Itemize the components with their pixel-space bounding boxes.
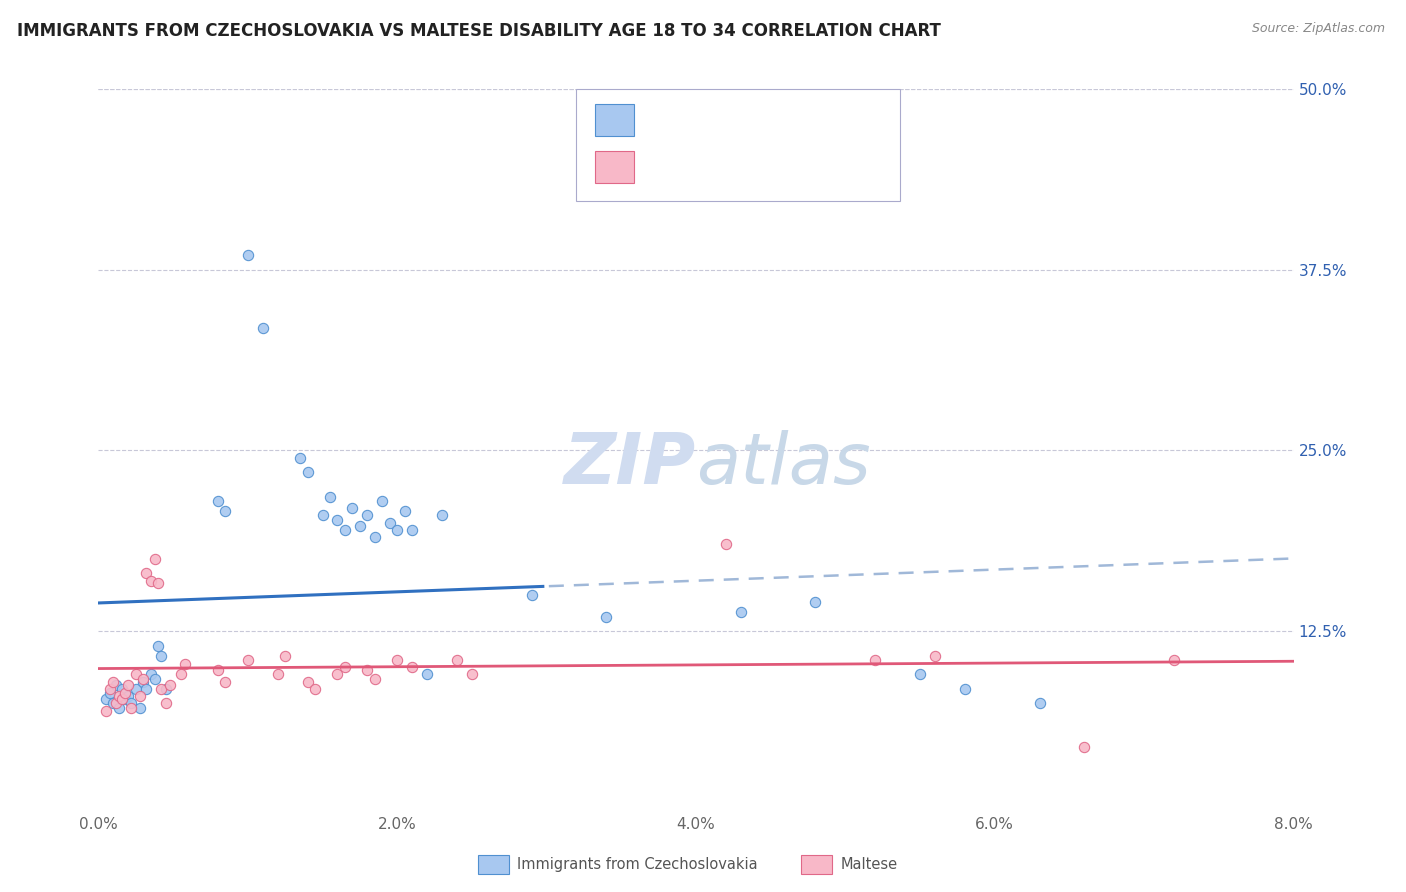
Point <box>105 696 128 710</box>
Point <box>446 653 468 667</box>
Point <box>120 700 142 714</box>
Point <box>924 648 946 663</box>
Point <box>148 639 170 653</box>
Point <box>865 653 887 667</box>
Point <box>114 692 136 706</box>
Point <box>364 530 387 544</box>
Point <box>105 677 128 691</box>
Point <box>135 681 157 696</box>
Point <box>103 674 125 689</box>
Point <box>98 686 122 700</box>
Point <box>94 692 117 706</box>
Point <box>155 696 177 710</box>
Point <box>333 523 356 537</box>
Point <box>111 692 134 706</box>
Point <box>169 667 191 681</box>
Point <box>120 696 142 710</box>
Point <box>207 494 229 508</box>
Point <box>416 667 439 681</box>
Point <box>371 494 394 508</box>
Point <box>342 501 364 516</box>
Point <box>132 674 155 689</box>
Point <box>595 609 617 624</box>
Text: R =  0.313   N = 46: R = 0.313 N = 46 <box>640 104 813 120</box>
Point <box>401 660 423 674</box>
Point <box>953 681 976 696</box>
Point <box>356 663 378 677</box>
Text: Immigrants from Czechoslovakia: Immigrants from Czechoslovakia <box>517 857 758 871</box>
Text: atlas: atlas <box>696 431 870 500</box>
Point <box>252 320 274 334</box>
Point <box>326 513 349 527</box>
Point <box>520 588 543 602</box>
Point <box>714 537 737 551</box>
Point <box>207 663 229 677</box>
Point <box>148 576 170 591</box>
Point <box>117 677 139 691</box>
Point <box>394 504 416 518</box>
Point <box>1163 653 1185 667</box>
Text: ZIP: ZIP <box>564 431 696 500</box>
Point <box>274 648 297 663</box>
Point <box>356 508 378 523</box>
Point <box>804 595 827 609</box>
Point <box>730 605 752 619</box>
Point <box>333 660 356 674</box>
Point <box>1073 739 1095 754</box>
Point <box>297 465 319 479</box>
Point <box>150 648 173 663</box>
Point <box>236 248 259 262</box>
Point <box>364 672 387 686</box>
Point <box>174 657 197 672</box>
Point <box>385 523 409 537</box>
Point <box>103 696 125 710</box>
Point <box>129 700 152 714</box>
Point <box>143 672 166 686</box>
Text: R = -0.063   N = 41: R = -0.063 N = 41 <box>640 151 813 166</box>
Point <box>159 677 181 691</box>
Point <box>908 667 931 681</box>
Point <box>378 516 401 530</box>
Point <box>125 667 148 681</box>
Point <box>311 508 333 523</box>
Text: Source: ZipAtlas.com: Source: ZipAtlas.com <box>1251 22 1385 36</box>
Point <box>117 689 139 703</box>
Point <box>401 523 423 537</box>
Point <box>155 681 177 696</box>
Point <box>114 686 136 700</box>
Point <box>125 681 148 696</box>
Point <box>349 518 371 533</box>
Text: Maltese: Maltese <box>841 857 898 871</box>
Point <box>326 667 349 681</box>
Point <box>461 667 484 681</box>
Point <box>430 508 453 523</box>
Point <box>319 490 342 504</box>
Point <box>132 672 155 686</box>
Point <box>98 681 122 696</box>
Point <box>304 681 326 696</box>
Point <box>139 667 162 681</box>
Point <box>214 504 236 518</box>
Point <box>129 689 152 703</box>
Point <box>267 667 290 681</box>
Point <box>297 674 319 689</box>
Point <box>385 653 409 667</box>
Point <box>288 450 311 465</box>
Point <box>111 681 134 696</box>
Point <box>214 674 236 689</box>
Point <box>150 681 173 696</box>
Point <box>236 653 259 667</box>
Point <box>135 566 157 581</box>
Point <box>108 700 131 714</box>
Point <box>1028 696 1050 710</box>
Text: IMMIGRANTS FROM CZECHOSLOVAKIA VS MALTESE DISABILITY AGE 18 TO 34 CORRELATION CH: IMMIGRANTS FROM CZECHOSLOVAKIA VS MALTES… <box>17 22 941 40</box>
Point <box>108 689 131 703</box>
Point <box>143 551 166 566</box>
Point <box>139 574 162 588</box>
Point <box>94 704 117 718</box>
